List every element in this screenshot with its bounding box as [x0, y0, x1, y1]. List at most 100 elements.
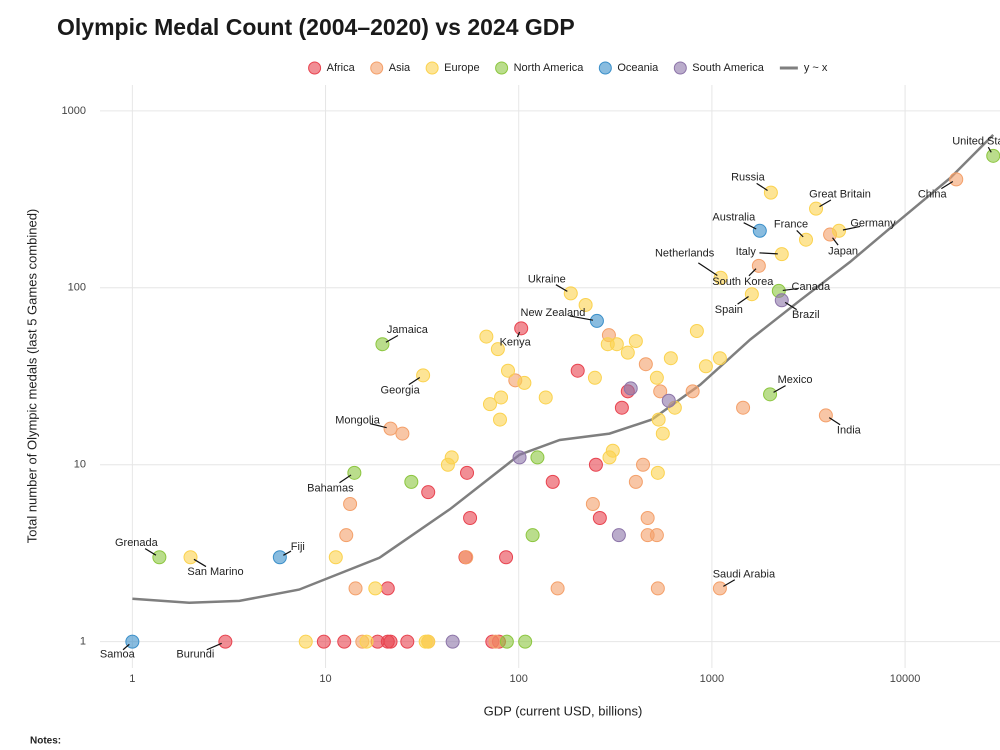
point	[514, 321, 529, 336]
labels-layer: Burundi Kenya China Japan South Korea India Mo…	[100, 136, 1000, 661]
legend-label: Asia	[389, 62, 411, 74]
point	[440, 457, 455, 472]
point	[649, 370, 664, 385]
point	[809, 201, 824, 216]
x-tick-label: 100	[510, 673, 528, 685]
leader-line	[782, 287, 799, 292]
point	[459, 550, 474, 565]
point	[650, 465, 665, 480]
legend-label: y ~ x	[804, 62, 828, 74]
leader-line	[828, 417, 841, 426]
point	[272, 550, 287, 565]
legend-item: Africa	[308, 61, 356, 75]
point-label: Jamaica	[387, 324, 429, 336]
point	[650, 581, 665, 596]
point	[651, 412, 666, 427]
point-label: Grenada	[115, 537, 159, 549]
point-label: Saudi Arabia	[713, 568, 776, 580]
point	[585, 496, 600, 511]
leader-line	[784, 301, 797, 311]
leader-line	[339, 474, 352, 484]
point	[712, 581, 727, 596]
point	[774, 293, 789, 308]
leader-line	[832, 237, 839, 246]
leader-line	[283, 550, 292, 556]
point	[347, 465, 362, 480]
x-tick-label: 1000	[700, 673, 724, 685]
point-label: Australia	[712, 212, 756, 224]
point	[337, 634, 352, 649]
point	[343, 496, 358, 511]
point-label: Spain	[715, 304, 743, 316]
point	[445, 634, 460, 649]
trend-layer	[132, 134, 995, 604]
point-label: Kenya	[500, 336, 532, 348]
leader-line	[206, 642, 222, 651]
point-label: Georgia	[381, 384, 421, 396]
point	[460, 465, 475, 480]
leader-line	[144, 548, 157, 556]
point	[538, 390, 553, 405]
point	[570, 363, 585, 378]
leader-line	[842, 225, 861, 231]
point	[348, 581, 363, 596]
legend-item: Europe	[425, 61, 480, 75]
points-layer	[125, 148, 1000, 649]
point	[499, 550, 514, 565]
point	[588, 457, 603, 472]
point	[752, 223, 767, 238]
point	[479, 329, 494, 344]
point	[421, 485, 436, 500]
point	[298, 634, 313, 649]
point	[655, 426, 670, 441]
leader-line	[569, 315, 594, 321]
point-label: Mexico	[778, 374, 813, 386]
legend-label: North America	[514, 62, 585, 74]
y-tick-label: 1	[80, 636, 86, 648]
legend-item: North America	[495, 61, 585, 75]
point	[653, 384, 668, 399]
legend-swatch	[495, 61, 509, 75]
legend-item: y ~ x	[779, 62, 828, 74]
leader-line	[819, 199, 832, 208]
leader-line	[748, 268, 757, 277]
point	[661, 393, 676, 408]
point	[713, 270, 728, 285]
point-label: China	[918, 188, 948, 200]
point-label: Canada	[792, 281, 831, 293]
point	[763, 387, 778, 402]
legend-label: Europe	[444, 62, 479, 74]
point	[499, 634, 514, 649]
y-axis-title: Total number of Olympic medals (last 5 G…	[24, 209, 39, 544]
point	[400, 634, 415, 649]
leader-line	[723, 579, 736, 587]
point	[986, 148, 1000, 163]
point-label: South Korea	[712, 276, 774, 288]
legend-swatch	[673, 61, 687, 75]
legend-swatch	[598, 61, 612, 75]
leader-line	[987, 146, 992, 153]
point	[482, 397, 497, 412]
point	[620, 345, 635, 360]
leader-line	[698, 262, 718, 277]
point	[316, 634, 331, 649]
point-label: New Zealand	[521, 307, 586, 319]
point	[517, 375, 532, 390]
leader-line	[743, 222, 757, 230]
point-label: Burundi	[176, 649, 214, 661]
legend-label: Africa	[327, 62, 356, 74]
point	[218, 634, 233, 649]
point	[609, 337, 624, 352]
point	[602, 450, 617, 465]
point	[640, 511, 655, 526]
point	[628, 474, 643, 489]
leader-line	[796, 229, 804, 238]
leader-line	[369, 423, 387, 429]
point	[744, 287, 759, 302]
point-label: San Marino	[187, 566, 243, 578]
point	[578, 297, 593, 312]
point	[832, 223, 847, 238]
point	[563, 286, 578, 301]
legend-item: South America	[673, 61, 765, 75]
point-label: Russia	[731, 172, 766, 184]
